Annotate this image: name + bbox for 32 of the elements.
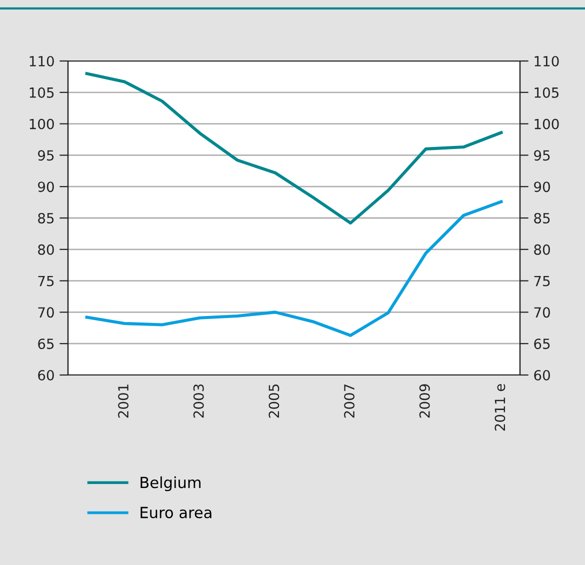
- y-tick-label: 70: [38, 307, 54, 318]
- y2-tick-label: 100: [534, 118, 559, 130]
- legend-label: Belgium: [140, 476, 200, 492]
- y-tick-label: 60: [38, 370, 54, 380]
- x-tick-label: 2001: [118, 384, 129, 418]
- y-tick-label: 95: [38, 150, 54, 161]
- y2-tick-label: 70: [534, 307, 550, 318]
- y-tick-label: 90: [38, 182, 54, 192]
- line-series: [85, 72, 503, 225]
- y2-tick-label: 105: [534, 87, 558, 98]
- y-tick-label: 75: [38, 276, 54, 286]
- y-tick-label: 105: [30, 87, 54, 98]
- x-tick-label: 2011 e: [494, 384, 506, 431]
- y-tick-label: 100: [30, 118, 54, 130]
- y-tick-label: 80: [38, 244, 54, 255]
- line-series: [85, 200, 503, 337]
- x-tick-label: 2009: [419, 384, 430, 418]
- x-tick-label: 2003: [193, 384, 204, 418]
- y2-tick-label: 80: [534, 244, 550, 255]
- y2-tick-label: 65: [534, 338, 550, 350]
- x-tick-label: 2005: [268, 384, 280, 418]
- x-tick-label: 2007: [344, 384, 355, 418]
- y2-tick-label: 110: [534, 56, 559, 66]
- y2-tick-label: 75: [534, 276, 550, 286]
- y2-tick-label: 90: [534, 182, 550, 192]
- y-tick-label: 85: [38, 212, 54, 224]
- y2-tick-label: 95: [534, 150, 550, 161]
- y-tick-label: 65: [38, 338, 54, 350]
- y2-tick-label: 85: [534, 212, 550, 224]
- y2-tick-label: 60: [534, 370, 550, 380]
- legend-label: Euro area: [140, 506, 212, 518]
- y-tick-label: 110: [30, 56, 54, 66]
